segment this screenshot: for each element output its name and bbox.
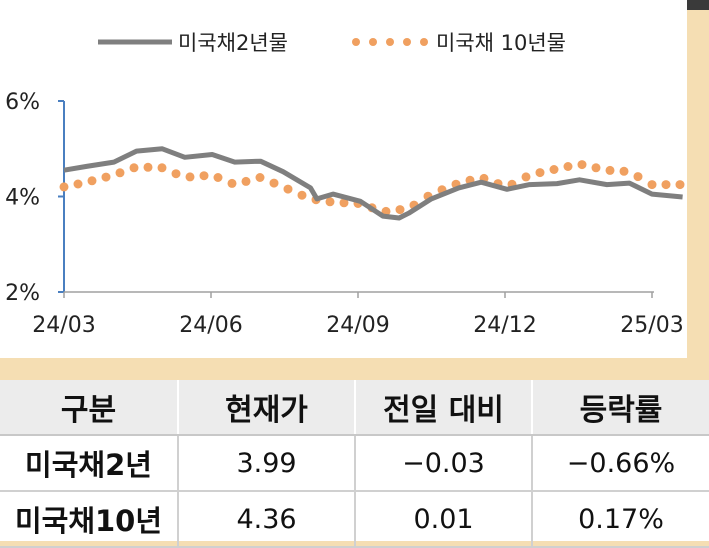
- series-10y-point: [339, 198, 349, 208]
- series-10y-point: [549, 165, 559, 174]
- x-tick-label: 24/12: [473, 313, 536, 338]
- row-label: 미국채10년: [0, 491, 179, 548]
- series-10y-point: [101, 172, 111, 182]
- cell-price: 4.36: [178, 491, 356, 548]
- series-10y-point: [633, 172, 643, 182]
- quote-table: 구분 현재가 전일 대비 등락률 미국채2년 3.99 −0.03 −0.66%…: [0, 380, 709, 548]
- cell-price: 3.99: [178, 435, 356, 492]
- table-header-row: 구분 현재가 전일 대비 등락률: [0, 380, 709, 436]
- series-10y-point: [535, 168, 545, 178]
- series-10y-point: [283, 184, 293, 194]
- legend-label-2y: 미국채2년물: [178, 31, 288, 55]
- y-tick-label: 6%: [5, 90, 40, 115]
- series-2y-line: [63, 146, 683, 221]
- series-10y-point: [577, 160, 587, 170]
- x-tick-label: 24/09: [326, 313, 389, 338]
- series-10y-point: [115, 168, 125, 178]
- series-10y-point: [675, 180, 685, 190]
- header-change: 전일 대비: [355, 380, 533, 436]
- series-10y-point: [59, 182, 69, 192]
- header-price: 현재가: [178, 380, 356, 436]
- row-label: 미국채2년: [0, 435, 179, 492]
- cell-change: −0.03: [355, 435, 533, 492]
- series-10y-point: [661, 180, 671, 190]
- legend-swatch-10y: [352, 38, 428, 46]
- series-10y: [59, 160, 685, 216]
- x-tick-label: 25/03: [620, 313, 683, 338]
- series-10y-point: [297, 190, 307, 200]
- y-tick-label: 4%: [5, 186, 40, 211]
- x-tick-label: 24/06: [179, 313, 242, 338]
- series-10y-point: [171, 169, 181, 179]
- series-10y-point: [129, 163, 139, 173]
- series-10y-point: [591, 163, 601, 173]
- corner-bar: [687, 0, 709, 10]
- x-tick-label: 24/03: [32, 313, 95, 338]
- chart-panel: 미국채2년물 미국채 10년물 2% 4% 6% 24/03 24/06 24/09 24…: [0, 0, 687, 358]
- header-category: 구분: [0, 380, 179, 436]
- series-10y-point: [269, 178, 279, 188]
- series-10y-point: [325, 197, 335, 207]
- legend-label-10y: 미국채 10년물: [436, 31, 566, 55]
- series-10y-point: [605, 165, 615, 175]
- cell-rate: 0.17%: [532, 491, 709, 548]
- y-ticks: 2% 4% 6%: [5, 90, 64, 306]
- series-10y-point: [87, 176, 97, 186]
- series-10y-point: [647, 180, 657, 190]
- series-10y-point: [185, 172, 195, 182]
- header-rate: 등락률: [532, 380, 709, 436]
- series-10y-point: [241, 176, 251, 186]
- series-10y-point: [143, 162, 153, 172]
- cell-change: 0.01: [355, 491, 533, 548]
- series-10y-point: [255, 173, 265, 182]
- series-10y-point: [395, 205, 405, 215]
- series-10y-point: [521, 172, 531, 182]
- series-10y-point: [73, 179, 83, 189]
- quote-table-wrap: 구분 현재가 전일 대비 등락률 미국채2년 3.99 −0.03 −0.66%…: [0, 380, 709, 548]
- series-10y-point: [619, 166, 629, 176]
- series-10y-point: [157, 163, 167, 173]
- table-row: 미국채2년 3.99 −0.03 −0.66%: [0, 435, 709, 492]
- x-ticks: 24/03 24/06 24/09 24/12 25/03: [32, 292, 684, 338]
- series-10y-point: [199, 171, 209, 181]
- y-tick-label: 2%: [5, 281, 40, 306]
- yield-chart: 미국채2년물 미국채 10년물 2%4%6% 24/03 24/06 24/09 24…: [5, 31, 685, 338]
- legend: 미국채2년물 미국채 10년물: [98, 31, 566, 55]
- series-10y-point: [227, 178, 237, 188]
- series-10y-point: [213, 173, 223, 182]
- cell-rate: −0.66%: [532, 435, 709, 492]
- series-10y-point: [563, 162, 573, 171]
- table-row: 미국채10년 4.36 0.01 0.17%: [0, 491, 709, 548]
